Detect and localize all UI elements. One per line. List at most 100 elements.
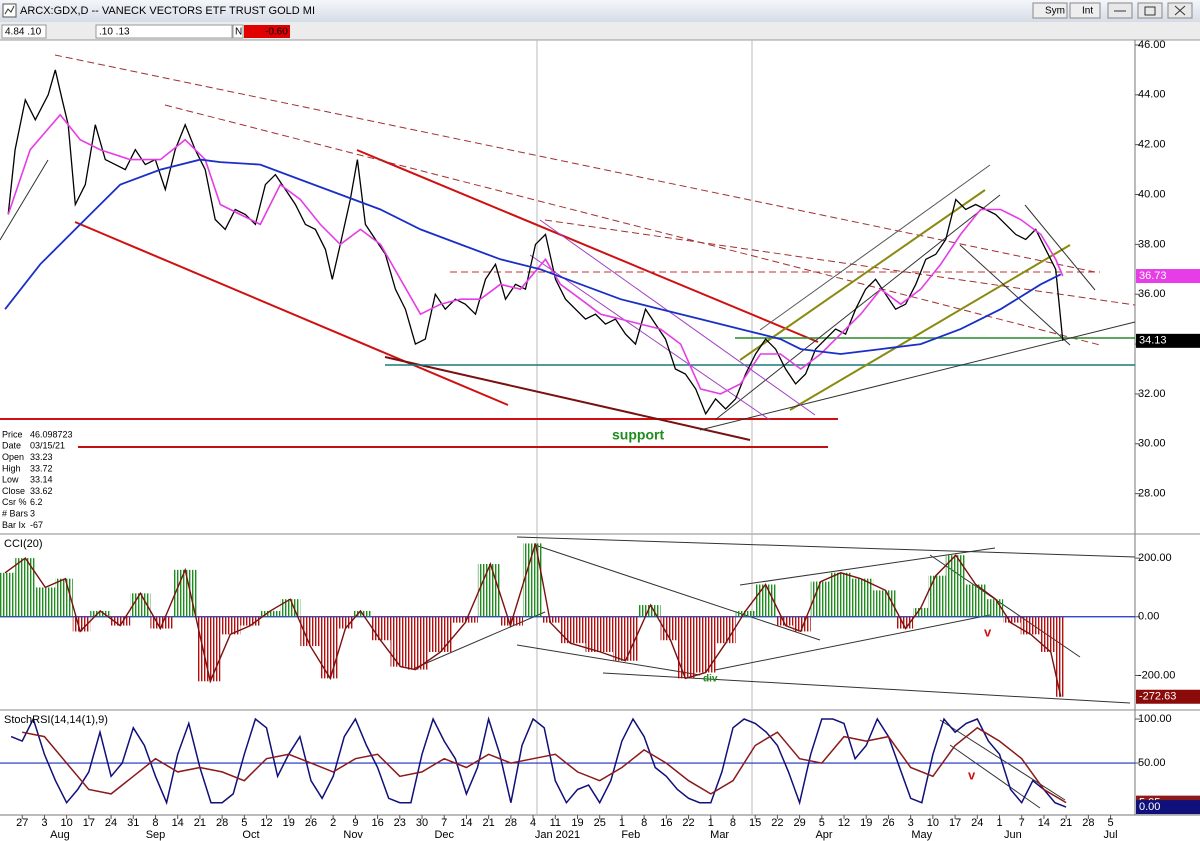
y-tick-label: -200.00 xyxy=(1138,669,1175,681)
trendline xyxy=(714,194,1001,421)
info-label: Csr % xyxy=(2,497,27,507)
int-button[interactable] xyxy=(1069,2,1101,19)
plots: 28.0030.0032.0034.0036.0038.0040.0042.00… xyxy=(0,39,1200,841)
x-tick-label: 16 xyxy=(660,817,672,829)
x-tick-label: 28 xyxy=(1082,817,1094,829)
info-label: # Bars xyxy=(2,508,29,518)
series-line xyxy=(7,113,1064,395)
cci-bar xyxy=(300,616,321,647)
trendline xyxy=(739,547,996,586)
field xyxy=(232,24,244,39)
series-line xyxy=(10,716,1067,808)
y-tick-label: 38.00 xyxy=(1138,238,1166,250)
x-tick-label: 23 xyxy=(394,817,406,829)
max-glyph xyxy=(1144,6,1156,16)
x-tick-label: 24 xyxy=(971,817,983,829)
cci-bar xyxy=(830,572,851,617)
x-tick-label: 8 xyxy=(641,817,647,829)
info-value: -67 xyxy=(30,520,43,530)
x-tick-label: 3 xyxy=(41,817,47,829)
toolbar xyxy=(0,22,1200,40)
annotation: support xyxy=(612,427,664,443)
cci-bar xyxy=(1003,616,1021,623)
sym-button[interactable] xyxy=(1032,2,1068,19)
x-tick-label: 21 xyxy=(483,817,495,829)
cci-bar xyxy=(660,616,679,641)
y-tick-label: 50.00 xyxy=(1138,757,1166,769)
series-line xyxy=(4,158,1062,355)
cci-bar xyxy=(873,590,896,617)
price-tag xyxy=(1136,333,1200,348)
x-tick-label: 22 xyxy=(771,817,783,829)
price-tag xyxy=(1136,689,1200,704)
x-tick-label: 27 xyxy=(16,817,28,829)
month-label: Nov xyxy=(343,829,363,841)
cci-bar xyxy=(810,581,831,617)
x-tick-label: 29 xyxy=(793,817,805,829)
info-value: 33.72 xyxy=(30,463,53,473)
trendline xyxy=(959,244,1071,346)
info-value: 46.098723 xyxy=(30,429,73,439)
x-tick-label: 5 xyxy=(241,817,247,829)
month-label: Mar xyxy=(710,829,729,841)
info-label: Open xyxy=(2,452,24,462)
cci-bar xyxy=(35,587,56,617)
info-label: High xyxy=(2,463,21,473)
info-label: Date xyxy=(2,441,21,451)
x-tick-label: 11 xyxy=(550,817,561,829)
x-tick-label: 19 xyxy=(571,817,583,829)
cci-bar xyxy=(452,616,478,623)
maximize-button[interactable] xyxy=(1137,2,1163,19)
x-tick-label: 22 xyxy=(682,817,694,829)
cci-bar xyxy=(130,593,151,617)
cci-bar xyxy=(638,605,661,617)
sym-label[interactable]: Sym xyxy=(1045,6,1065,17)
trendline xyxy=(789,244,1071,411)
y-tick-label: 40.00 xyxy=(1138,188,1166,200)
cci-bar xyxy=(407,616,428,670)
cci-bar xyxy=(775,616,794,626)
price-tag-label: 36.73 xyxy=(1139,270,1167,282)
x-tick-label: 26 xyxy=(305,817,317,829)
cci-bar xyxy=(220,616,241,635)
int-label[interactable]: Int xyxy=(1082,6,1093,17)
cci-bar xyxy=(542,616,561,623)
price-tag xyxy=(1136,800,1200,815)
cci-bar xyxy=(560,616,586,644)
month-label: Feb xyxy=(621,829,640,841)
x-tick-label: 17 xyxy=(949,817,961,829)
x-tick-label: 5 xyxy=(819,817,825,829)
price-tag-label: 0.00 xyxy=(1139,801,1160,813)
trendline xyxy=(516,644,701,676)
window-title: ARCX:GDX,D -- VANECK VECTORS ETF TRUST G… xyxy=(20,5,315,17)
cci-bar xyxy=(337,616,353,629)
cci-bar xyxy=(390,616,408,667)
x-tick-label: 1 xyxy=(708,817,714,829)
x-tick-label: 5 xyxy=(1108,817,1114,829)
trendlines xyxy=(0,54,1136,809)
trendline xyxy=(949,744,1041,809)
cci-bar xyxy=(260,610,281,617)
y-tick-label: 32.00 xyxy=(1138,388,1166,400)
trendline xyxy=(164,104,1101,346)
trendline xyxy=(384,356,751,441)
x-tick-label: 8 xyxy=(730,817,736,829)
trendline xyxy=(74,221,509,406)
trendline xyxy=(759,164,991,331)
field xyxy=(244,25,290,38)
info-label: Close xyxy=(2,486,25,496)
month-label: Jun xyxy=(1004,829,1022,841)
x-tick-label: 14 xyxy=(1038,817,1050,829)
cci-bar xyxy=(90,610,111,617)
trendline xyxy=(534,544,821,641)
cci-bar xyxy=(850,578,874,617)
cci-bar xyxy=(110,616,131,626)
toolbar-field: N xyxy=(235,27,242,38)
y-tick-label: 200.00 xyxy=(1138,552,1172,564)
x-tick-label: 14 xyxy=(460,817,472,829)
x-tick-label: 4 xyxy=(530,817,536,829)
x-tick-label: 1 xyxy=(619,817,625,829)
cci-bar xyxy=(370,616,391,641)
info-box: Price 46.098723 Date 03/15/21 Open 33.23 High 3… xyxy=(0,428,78,532)
